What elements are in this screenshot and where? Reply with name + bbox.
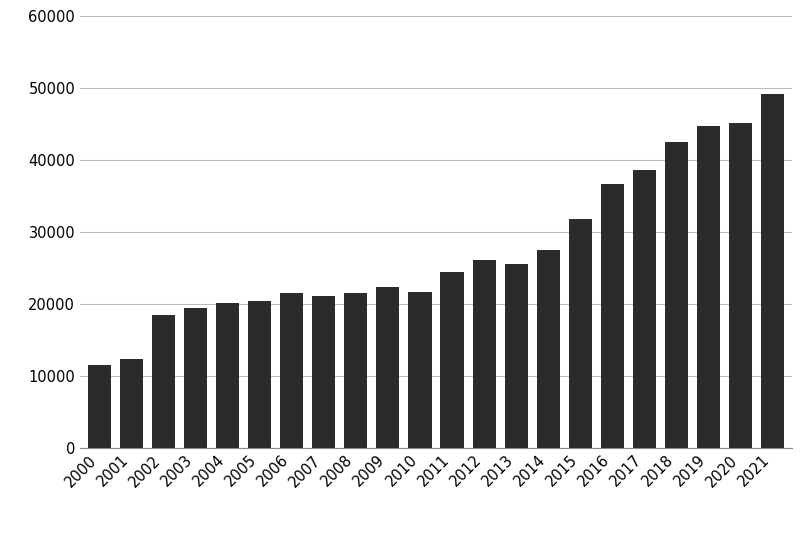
Bar — [441, 272, 463, 448]
Bar — [473, 260, 496, 448]
Bar — [344, 293, 367, 448]
Bar — [537, 250, 560, 448]
Bar — [409, 292, 431, 448]
Bar — [120, 359, 143, 448]
Bar — [248, 301, 271, 448]
Bar — [184, 307, 207, 448]
Bar — [697, 126, 720, 448]
Bar — [376, 287, 399, 448]
Bar — [762, 94, 784, 448]
Bar — [569, 219, 592, 448]
Bar — [312, 296, 335, 448]
Bar — [729, 123, 752, 448]
Bar — [601, 184, 624, 448]
Bar — [88, 365, 110, 448]
Bar — [216, 303, 239, 448]
Bar — [280, 293, 303, 448]
Bar — [152, 314, 175, 448]
Bar — [665, 142, 688, 448]
Bar — [505, 264, 528, 448]
Bar — [633, 169, 656, 448]
